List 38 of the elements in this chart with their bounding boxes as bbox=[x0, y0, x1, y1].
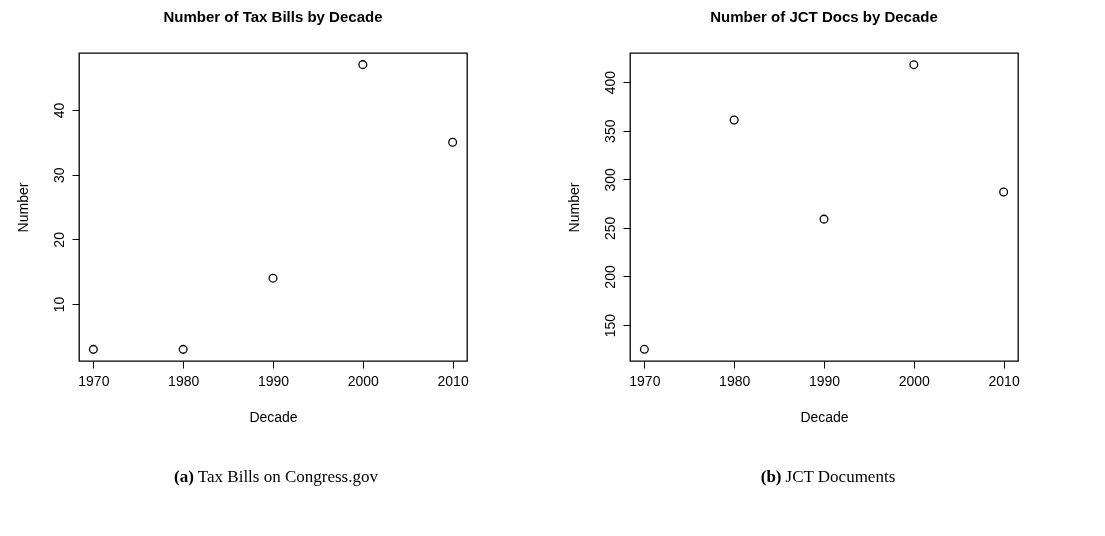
y-tick-label: 30 bbox=[50, 167, 67, 183]
point bbox=[639, 344, 649, 354]
chart-title: Number of JCT Docs by Decade bbox=[710, 8, 938, 25]
y-tick-label: 300 bbox=[601, 167, 618, 192]
y-tick-label: 10 bbox=[50, 296, 67, 313]
y-tick-label: 150 bbox=[601, 313, 618, 338]
point bbox=[448, 137, 458, 147]
point bbox=[268, 273, 278, 283]
text: (a) Tax Bills on Congress.gov bbox=[174, 467, 378, 487]
y-axis-title: Number bbox=[565, 182, 582, 233]
y-tick-label: 200 bbox=[601, 265, 618, 289]
x-tick-label: 2000 bbox=[347, 372, 380, 389]
text: (b) JCT Documents bbox=[760, 467, 896, 487]
x-axis-title: Decade bbox=[249, 408, 298, 425]
y-tick-label: 40 bbox=[50, 102, 67, 119]
point bbox=[819, 214, 829, 224]
y-tick-label: 400 bbox=[601, 70, 618, 95]
x-tick-label: 1990 bbox=[808, 372, 841, 389]
x-axis-title: Decade bbox=[800, 408, 849, 425]
x-tick-label: 2010 bbox=[988, 372, 1020, 389]
point bbox=[178, 344, 188, 354]
x-tick-label: 2000 bbox=[898, 372, 931, 389]
x-tick-label: 1970 bbox=[629, 372, 661, 389]
point bbox=[729, 115, 739, 125]
point bbox=[88, 344, 98, 354]
y-tick-label: 20 bbox=[50, 231, 67, 248]
point bbox=[999, 187, 1009, 197]
point bbox=[358, 60, 368, 70]
x-tick-label: 2010 bbox=[437, 372, 469, 389]
x-tick-label: 1970 bbox=[78, 372, 110, 389]
y-tick-label: 350 bbox=[601, 119, 618, 143]
y-axis-title: Number bbox=[14, 182, 31, 233]
x-tick-label: 1980 bbox=[168, 372, 200, 389]
chart-title: Number of Tax Bills by Decade bbox=[163, 8, 383, 25]
y-tick-label: 250 bbox=[601, 216, 618, 241]
x-tick-label: 1980 bbox=[719, 372, 751, 389]
point bbox=[909, 60, 919, 70]
x-tick-label: 1990 bbox=[257, 372, 290, 389]
